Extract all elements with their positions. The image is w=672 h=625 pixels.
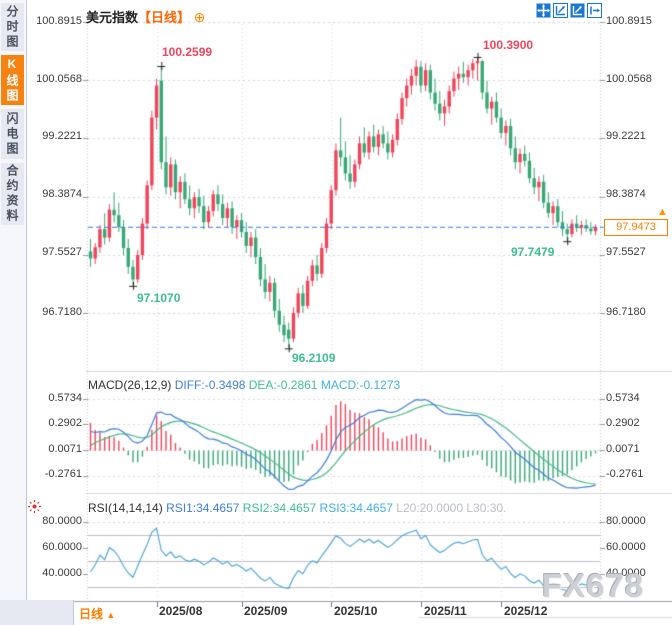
macd-axis-label: 0.0071 <box>606 443 640 455</box>
y-axis-label: 96.7180 <box>42 306 82 318</box>
high-annotation: 100.2599 <box>162 45 213 59</box>
rsi-axis-label: 80.0000 <box>606 515 646 527</box>
x-axis-date: 2025/11 <box>424 604 467 618</box>
settings-sun-icon[interactable] <box>27 499 42 514</box>
macd-header: MACD(26,12,9) DIFF:-0.3498 DEA:-0.2861 M… <box>88 378 400 392</box>
y-axis-label: 97.5527 <box>42 246 82 258</box>
add-indicator-icon[interactable]: ⊕ <box>193 9 206 25</box>
low-annotation: 97.1070 <box>137 291 181 305</box>
price-up-arrow-icon: ▲ <box>657 206 668 218</box>
rsi-axis-label: 60.0000 <box>42 541 82 553</box>
macd-axis-label: -0.2761 <box>606 468 644 480</box>
macd-macd-value: MACD:-0.1273 <box>320 378 401 392</box>
rsi-axis-label: 40.0000 <box>606 567 646 579</box>
low-annotation: 97.7479 <box>511 245 555 259</box>
rsi-axis-label: 40.0000 <box>42 567 82 579</box>
sidebar-item-kline[interactable]: K线图 <box>1 55 24 105</box>
x-axis-date: 2025/08 <box>159 604 203 618</box>
last-price-box: 97.9473 <box>604 219 668 236</box>
rsi2-value: RSI2:34.4657 <box>242 501 317 515</box>
macd-axis-label: 0.2902 <box>48 417 82 429</box>
y-axis-label: 100.0568 <box>606 73 652 85</box>
sidebar-item-flash[interactable]: 闪电图 <box>1 109 24 159</box>
sidebar-item-contract-info[interactable]: 合约资料 <box>1 163 24 225</box>
macd-dea-value: DEA:-0.2861 <box>248 378 318 392</box>
bottom-left-pad <box>0 600 74 625</box>
rsi-axis-label: 60.0000 <box>606 541 646 553</box>
y-axis-label: 97.5527 <box>606 246 646 258</box>
y-axis-label: 99.2221 <box>42 130 82 142</box>
macd-axis-label: -0.2761 <box>44 468 82 480</box>
x-axis-date: 2025/12 <box>504 604 548 618</box>
exit-icon[interactable] <box>587 3 602 18</box>
rsi-title: RSI(14,14,14) <box>88 501 163 515</box>
chart-toolbar <box>536 3 602 18</box>
low-annotation: 96.2109 <box>292 351 336 365</box>
rsi-l20-value: L20:20.0000 <box>396 501 463 515</box>
sidebar: 分时图 K线图 闪电图 合约资料 <box>0 0 27 600</box>
period-label: 日线 <box>79 607 104 621</box>
x-axis-date: 2025/09 <box>244 604 288 618</box>
zoom-axis-icon[interactable] <box>553 3 568 18</box>
rsi-header: RSI(14,14,14) RSI1:34.4657 RSI2:34.4657 … <box>88 501 506 515</box>
period-tag: 【日线】 <box>138 10 191 25</box>
sidebar-item-timeline[interactable]: 分时图 <box>1 3 24 51</box>
period-up-arrow-icon: ▲ <box>106 610 116 620</box>
move-icon[interactable] <box>536 3 551 18</box>
macd-axis-label: 0.5734 <box>48 392 82 404</box>
y-axis-label: 98.3874 <box>606 188 646 200</box>
page-title: 美元指数【日线】 ⊕ <box>86 7 205 26</box>
zoom-axis-filled-icon[interactable] <box>570 3 585 18</box>
rsi-axis-label: 80.0000 <box>42 515 82 527</box>
y-axis-label: 100.0568 <box>36 73 82 85</box>
rsi3-value: RSI3:34.4657 <box>319 501 393 515</box>
macd-diff-value: DIFF:-0.3498 <box>174 378 246 392</box>
symbol-name: 美元指数 <box>86 10 139 25</box>
macd-title: MACD(26,12,9) <box>88 378 172 392</box>
rsi-l30-value: L30:30. <box>466 501 507 515</box>
y-axis-label: 100.8915 <box>36 15 82 27</box>
high-annotation: 100.3900 <box>483 38 534 52</box>
macd-axis-label: 0.5734 <box>606 392 640 404</box>
x-axis-date: 2025/10 <box>334 604 378 618</box>
rsi1-value: RSI1:34.4657 <box>166 501 240 515</box>
y-axis-label: 96.7180 <box>606 306 646 318</box>
macd-axis-label: 0.2902 <box>606 417 640 429</box>
period-selector[interactable]: 日线 ▲ <box>79 605 115 622</box>
y-axis-label: 100.8915 <box>606 15 652 27</box>
y-axis-label: 98.3874 <box>42 188 82 200</box>
macd-axis-label: 0.0071 <box>48 443 82 455</box>
y-axis-label: 99.2221 <box>606 130 646 142</box>
watermark: FX678 <box>542 567 645 604</box>
